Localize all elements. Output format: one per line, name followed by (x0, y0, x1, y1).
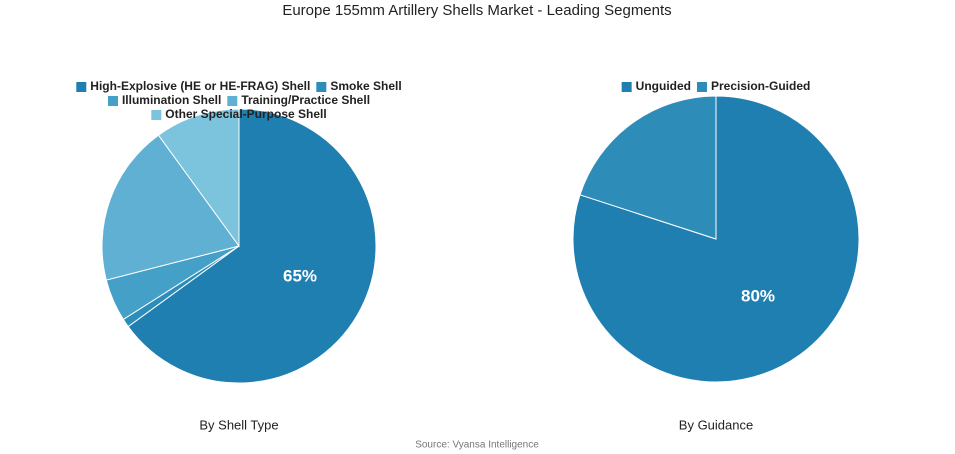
pie-slice (101, 134, 240, 281)
source: Source: Vyansa Intelligence (415, 440, 539, 451)
data-label: 80% (741, 286, 775, 305)
pie-slice (127, 108, 377, 384)
legend-swatch (696, 82, 707, 92)
legend-swatch (316, 82, 327, 92)
chart-subtitle: By Shell Type (199, 417, 278, 432)
legend-swatch (151, 110, 162, 120)
legend-label: High-Explosive (HE or HE-FRAG) Shell (90, 79, 310, 93)
legend-label: Smoke Shell (330, 79, 401, 93)
legend-label: Illumination Shell (122, 93, 221, 107)
legend-label: Precision-Guided (711, 79, 810, 93)
legend-label: Training/Practice Shell (241, 93, 370, 107)
legend-swatch (621, 82, 632, 92)
page-title: Europe 155mm Artillery Shells Market - L… (282, 2, 671, 19)
pie-slice (579, 95, 717, 240)
legend-label: Unguided (636, 79, 691, 93)
legend-label: Other Special-Purpose Shell (165, 107, 326, 121)
pie-slice (157, 108, 240, 248)
data-label: 65% (283, 267, 317, 286)
chart-subtitle: By Guidance (679, 417, 753, 432)
legend-swatch (227, 96, 238, 106)
legend-swatch (107, 96, 118, 106)
legend-swatch (76, 82, 87, 92)
